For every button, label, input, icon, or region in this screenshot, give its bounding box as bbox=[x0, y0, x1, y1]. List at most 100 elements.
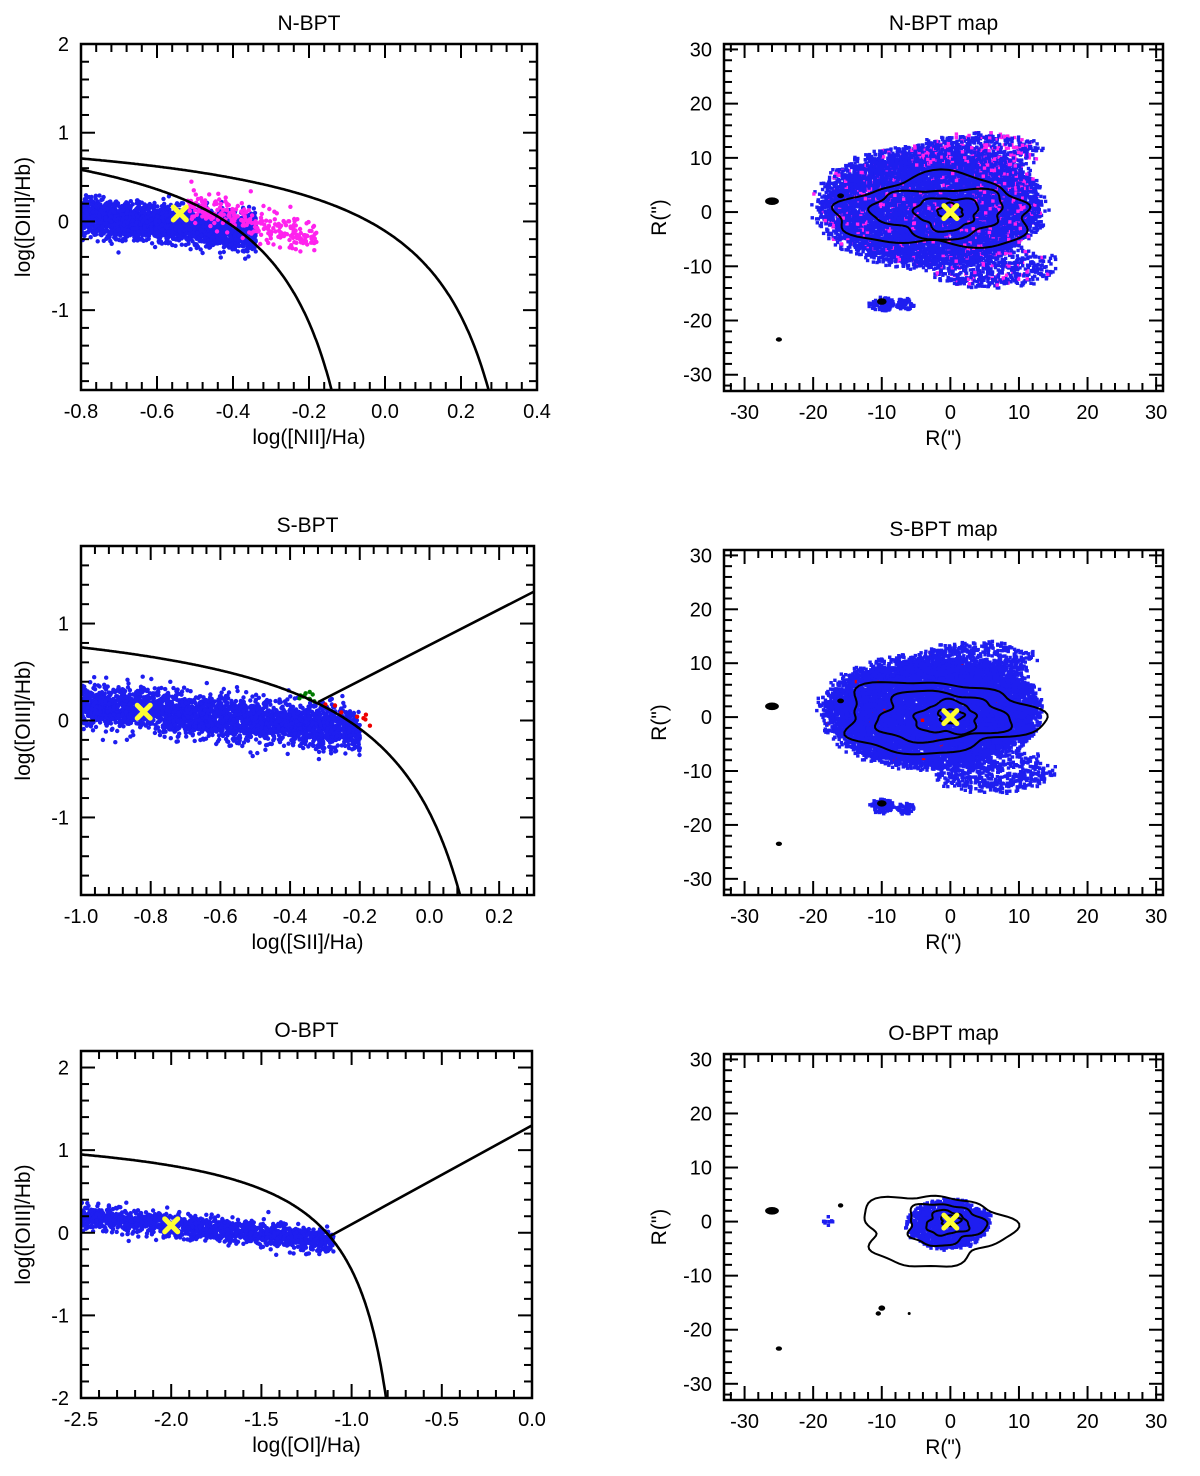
data-point bbox=[239, 201, 244, 206]
data-point bbox=[120, 216, 126, 221]
data-point bbox=[103, 217, 109, 222]
data-point bbox=[122, 227, 127, 232]
data-point bbox=[177, 229, 182, 234]
data-point bbox=[261, 203, 266, 209]
data-point bbox=[165, 218, 170, 224]
data-point bbox=[356, 709, 361, 715]
data-point bbox=[93, 223, 98, 229]
y-tick-label: 0 bbox=[58, 211, 69, 233]
data-point bbox=[230, 210, 235, 215]
data-point bbox=[130, 218, 135, 223]
data-point bbox=[267, 206, 272, 212]
data-point bbox=[138, 222, 143, 227]
data-point bbox=[142, 224, 147, 230]
data-point bbox=[253, 249, 258, 254]
data-point bbox=[235, 203, 240, 209]
data-point bbox=[160, 214, 165, 220]
data-point bbox=[100, 197, 105, 202]
data-point bbox=[248, 750, 253, 755]
data-point bbox=[157, 240, 162, 245]
data-point bbox=[245, 245, 250, 251]
data-point bbox=[113, 232, 118, 237]
data-point bbox=[83, 223, 89, 228]
data-point bbox=[160, 227, 165, 232]
data-point bbox=[121, 231, 127, 236]
data-point bbox=[300, 731, 305, 736]
data-point bbox=[258, 232, 264, 237]
data-point bbox=[134, 198, 140, 203]
data-point bbox=[223, 199, 228, 204]
data-point bbox=[312, 231, 318, 237]
data-point bbox=[179, 692, 184, 697]
data-point bbox=[249, 213, 255, 218]
data-point bbox=[114, 237, 120, 242]
data-point bbox=[245, 218, 250, 223]
data-point bbox=[278, 232, 283, 237]
data-point bbox=[241, 695, 246, 700]
data-point bbox=[165, 206, 170, 211]
data-point bbox=[288, 225, 293, 231]
data-point bbox=[155, 230, 161, 235]
data-point bbox=[130, 202, 135, 207]
data-point bbox=[113, 740, 118, 745]
data-point bbox=[227, 711, 233, 717]
data-point bbox=[191, 214, 197, 219]
x-tick-label: 0.0 bbox=[371, 401, 399, 423]
data-point bbox=[146, 236, 151, 241]
data-point bbox=[340, 693, 345, 699]
data-point bbox=[81, 233, 87, 238]
data-point bbox=[253, 238, 258, 243]
data-point bbox=[149, 241, 155, 246]
x-tick-label: -0.4 bbox=[216, 401, 250, 423]
ticks bbox=[80, 43, 538, 390]
data-point bbox=[116, 250, 121, 255]
data-point bbox=[130, 729, 135, 734]
data-point bbox=[229, 228, 234, 233]
data-point bbox=[117, 204, 123, 209]
data-point bbox=[97, 213, 102, 219]
data-point bbox=[179, 242, 184, 247]
data-point bbox=[307, 228, 312, 234]
data-point bbox=[232, 218, 237, 224]
data-point bbox=[218, 201, 224, 207]
data-point bbox=[206, 232, 211, 238]
data-point bbox=[225, 739, 230, 744]
data-point bbox=[108, 721, 114, 726]
data-point bbox=[241, 249, 247, 254]
x-tick-label: -0.2 bbox=[292, 401, 326, 423]
data-point bbox=[169, 224, 174, 230]
data-point bbox=[293, 223, 298, 228]
data-point bbox=[159, 685, 164, 691]
data-point bbox=[339, 743, 344, 748]
data-point bbox=[223, 723, 229, 728]
data-point bbox=[224, 207, 230, 213]
data-point bbox=[162, 232, 167, 237]
data-point bbox=[191, 226, 197, 232]
data-point bbox=[309, 240, 314, 245]
data-point bbox=[101, 238, 107, 243]
points-composite bbox=[185, 179, 319, 254]
plot-area bbox=[81, 157, 490, 390]
x-tick-label: -0.8 bbox=[64, 401, 98, 423]
data-point bbox=[292, 736, 298, 741]
data-point bbox=[177, 234, 183, 239]
data-point bbox=[191, 234, 196, 239]
data-point bbox=[161, 218, 166, 223]
data-point bbox=[149, 721, 155, 726]
data-point bbox=[99, 208, 104, 214]
panel-1: -0.8 -0.6 -0.4 -0.2 0.0 0.2 0.4-1012N-BPTlog([… bbox=[12, 12, 551, 449]
data-point bbox=[244, 690, 249, 695]
data-point bbox=[277, 245, 283, 250]
data-point bbox=[159, 222, 165, 228]
data-point bbox=[243, 256, 248, 261]
data-point bbox=[214, 238, 220, 243]
data-point bbox=[195, 230, 200, 236]
data-point bbox=[276, 228, 282, 233]
data-point bbox=[184, 734, 189, 739]
data-point bbox=[273, 698, 278, 704]
data-point bbox=[204, 680, 209, 686]
x-tick-label: 0.2 bbox=[447, 401, 475, 423]
data-point bbox=[311, 743, 316, 748]
data-point bbox=[113, 199, 118, 205]
